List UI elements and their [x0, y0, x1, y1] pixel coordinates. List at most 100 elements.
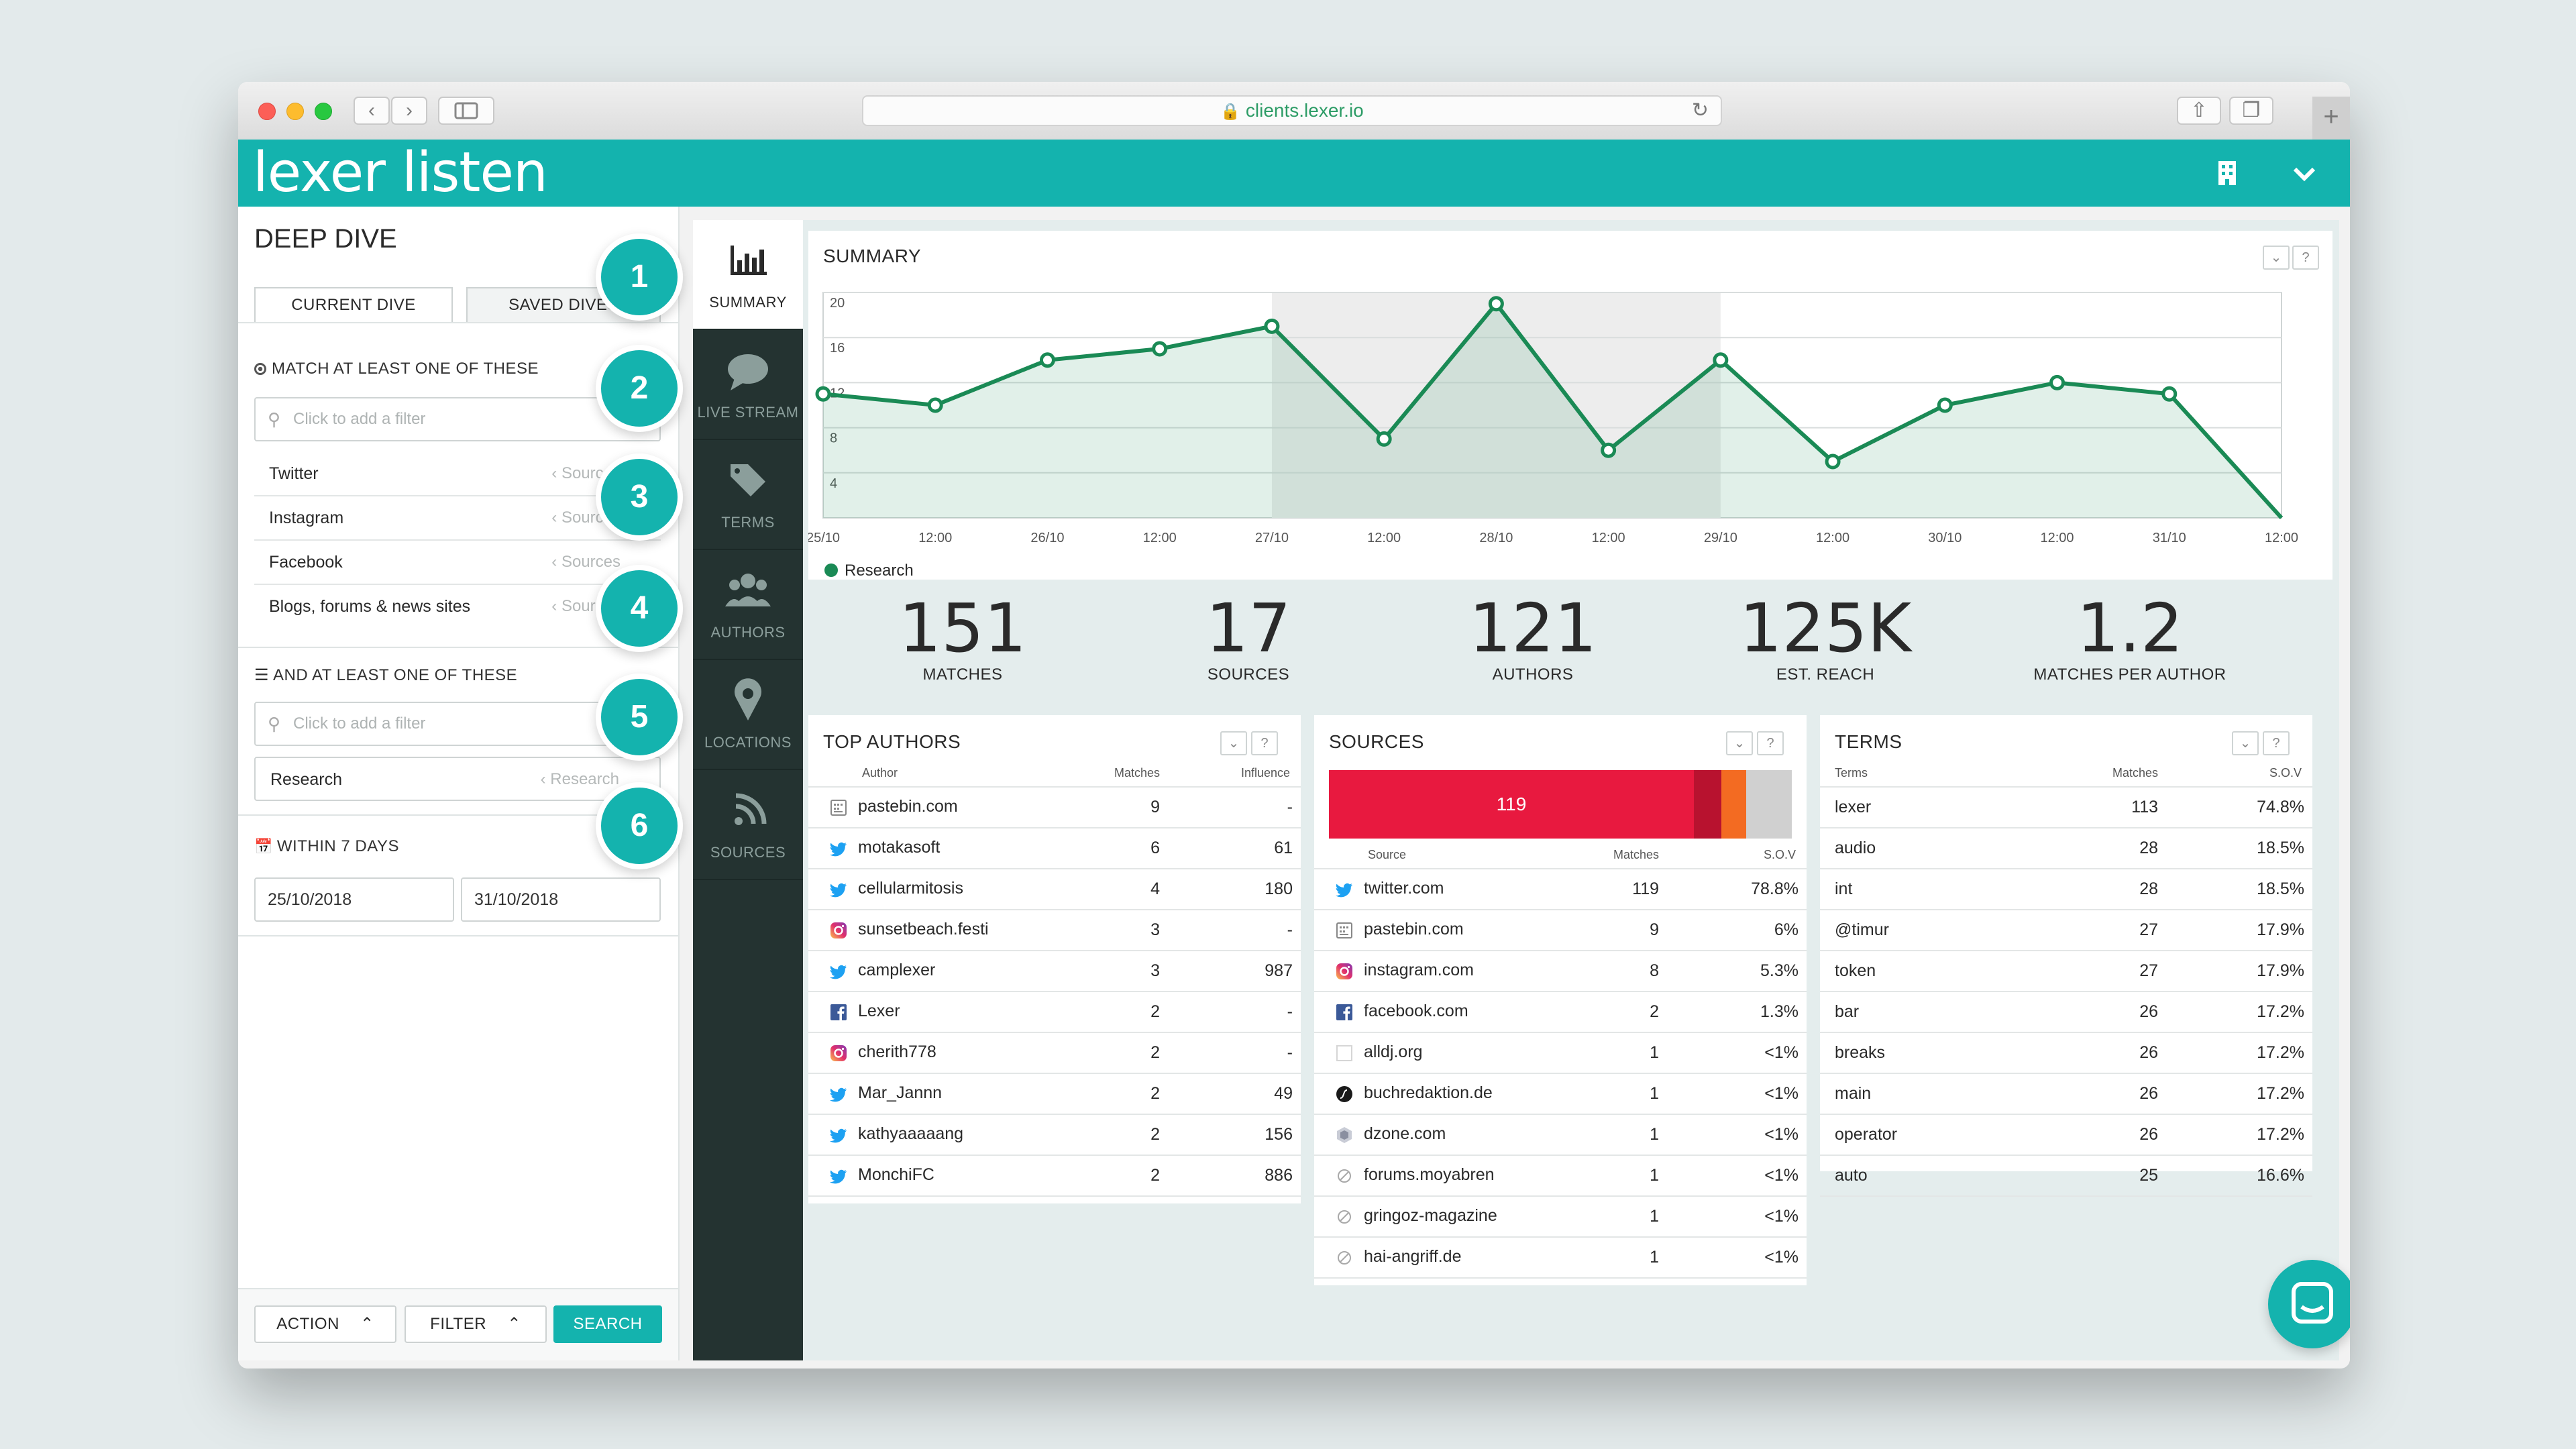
- stat-label: AUTHORS: [1492, 665, 1574, 684]
- table-row[interactable]: Lexer 2 -: [808, 991, 1301, 1033]
- help-button[interactable]: ?: [1757, 731, 1784, 755]
- data-point[interactable]: [1825, 453, 1841, 470]
- table-row[interactable]: kathyaaaaang 2 156: [808, 1114, 1301, 1156]
- data-point[interactable]: [1152, 341, 1168, 357]
- table-row[interactable]: alldj.org 1 <1%: [1314, 1032, 1807, 1074]
- date-to-input[interactable]: 31/10/2018: [461, 877, 661, 922]
- table-row[interactable]: cherith778 2 -: [808, 1032, 1301, 1074]
- table-row[interactable]: audio 28 18.5%: [1820, 828, 2312, 869]
- dzone-icon: [1334, 1125, 1354, 1145]
- table-row[interactable]: hai-angriff.de 1 <1%: [1314, 1237, 1807, 1279]
- data-point[interactable]: [1601, 442, 1617, 458]
- table-row[interactable]: main 26 17.2%: [1820, 1073, 2312, 1115]
- table-row[interactable]: auto 25 16.6%: [1820, 1155, 2312, 1197]
- list-icon: ☰: [254, 666, 270, 684]
- sov-cell: 16.6%: [2158, 1155, 2304, 1197]
- matches-cell: 28: [2104, 869, 2158, 910]
- collapse-button[interactable]: ⌄: [2232, 731, 2259, 755]
- nav-live-stream[interactable]: LIVE STREAM: [693, 330, 803, 440]
- help-button[interactable]: ?: [2292, 246, 2319, 270]
- new-tab-button[interactable]: +: [2312, 97, 2350, 140]
- data-point[interactable]: [1937, 397, 1953, 413]
- collapse-button[interactable]: ⌄: [2263, 246, 2290, 270]
- filter-row-blogs[interactable]: Blogs, forums & news sites ‹ Sources: [254, 585, 661, 629]
- table-row[interactable]: MonchiFC 2 886: [808, 1155, 1301, 1197]
- influence-cell-text: -: [1287, 798, 1293, 816]
- data-point[interactable]: [2161, 386, 2178, 402]
- nav-authors[interactable]: AUTHORS: [693, 550, 803, 660]
- influence-cell-text: 156: [1265, 1125, 1293, 1144]
- data-point[interactable]: [927, 397, 943, 413]
- nav-terms[interactable]: TERMS: [693, 440, 803, 550]
- collapse-button[interactable]: ⌄: [1220, 731, 1247, 755]
- table-row[interactable]: int 28 18.5%: [1820, 869, 2312, 910]
- sov-bar-segment[interactable]: [1721, 770, 1746, 839]
- data-point[interactable]: [1264, 318, 1280, 334]
- search-button[interactable]: SEARCH: [553, 1305, 662, 1343]
- maximize-window-button[interactable]: [315, 103, 332, 120]
- table-row[interactable]: motakasoft 6 61: [808, 828, 1301, 869]
- table-row[interactable]: lexer 113 74.8%: [1820, 788, 2312, 828]
- collapse-button[interactable]: ⌄: [1726, 731, 1753, 755]
- table-row[interactable]: buchredaktion.de 1 <1%: [1314, 1073, 1807, 1115]
- filter-row-facebook[interactable]: Facebook ‹ Sources: [254, 541, 661, 585]
- table-row[interactable]: forums.moyabren 1 <1%: [1314, 1155, 1807, 1197]
- nav-sources[interactable]: SOURCES: [693, 770, 803, 880]
- table-row[interactable]: operator 26 17.2%: [1820, 1114, 2312, 1156]
- data-point[interactable]: [1039, 352, 1055, 368]
- share-icon[interactable]: ⇧: [2177, 97, 2221, 125]
- matches-cell-text: 1: [1650, 1084, 1659, 1103]
- sov-bar-segment[interactable]: 119: [1329, 770, 1694, 839]
- chat-launcher-button[interactable]: [2268, 1260, 2350, 1348]
- reload-icon[interactable]: ↻: [1691, 99, 1709, 121]
- nav-summary[interactable]: SUMMARY: [693, 220, 803, 330]
- app-logo[interactable]: lexer listen: [253, 141, 548, 205]
- data-point[interactable]: [1713, 352, 1729, 368]
- address-bar[interactable]: 🔒 clients.lexer.io ↻: [862, 95, 1722, 126]
- nav-locations[interactable]: LOCATIONS: [693, 660, 803, 770]
- and-filter-input[interactable]: ⚲ Click to add a filter: [254, 702, 661, 746]
- tab-current-dive[interactable]: CURRENT DIVE: [254, 287, 453, 323]
- table-row[interactable]: breaks 26 17.2%: [1820, 1032, 2312, 1074]
- sov-bar-segment[interactable]: [1694, 770, 1721, 839]
- date-from-input[interactable]: 25/10/2018: [254, 877, 454, 922]
- table-row[interactable]: facebook.com 2 1.3%: [1314, 991, 1807, 1033]
- filter-row-research[interactable]: Research ‹ Research: [254, 757, 661, 801]
- filter-tag: Sources: [561, 553, 621, 571]
- table-row[interactable]: twitter.com 119 78.8%: [1314, 869, 1807, 910]
- data-point[interactable]: [815, 386, 831, 402]
- data-point[interactable]: [1488, 296, 1504, 312]
- cell-pad: [1293, 1073, 1301, 1115]
- table-row[interactable]: instagram.com 8 5.3%: [1314, 951, 1807, 992]
- chevron-down-icon[interactable]: [2291, 164, 2318, 184]
- sidebar-toggle-icon[interactable]: [438, 97, 494, 125]
- table-row[interactable]: dzone.com 1 <1%: [1314, 1114, 1807, 1156]
- table-row[interactable]: cellularmitosis 4 180: [808, 869, 1301, 910]
- sov-bar-segment[interactable]: [1746, 770, 1792, 839]
- back-icon[interactable]: ‹: [354, 97, 390, 125]
- cell-pad: [1820, 788, 1835, 828]
- filter-button[interactable]: FILTER ⌃: [405, 1305, 547, 1343]
- table-row[interactable]: sunsetbeach.festi 3 -: [808, 910, 1301, 951]
- table-row[interactable]: @timur 27 17.9%: [1820, 910, 2312, 951]
- table-row[interactable]: token 27 17.9%: [1820, 951, 2312, 992]
- help-button[interactable]: ?: [2263, 731, 2290, 755]
- table-row[interactable]: pastebin.com 9 6%: [1314, 910, 1807, 951]
- tabs-icon[interactable]: ❐: [2229, 97, 2273, 125]
- minimize-window-button[interactable]: [286, 103, 304, 120]
- action-button[interactable]: ACTION ⌃: [254, 1305, 396, 1343]
- table-row[interactable]: bar 26 17.2%: [1820, 991, 2312, 1033]
- nav-label: TERMS: [721, 514, 775, 531]
- match-filter-input[interactable]: ⚲ Click to add a filter: [254, 397, 661, 441]
- close-window-button[interactable]: [258, 103, 276, 120]
- table-row[interactable]: camplexer 3 987: [808, 951, 1301, 992]
- help-button[interactable]: ?: [1251, 731, 1278, 755]
- table-row[interactable]: gringoz-magazine 1 <1%: [1314, 1196, 1807, 1238]
- building-icon[interactable]: [2217, 160, 2237, 186]
- data-point[interactable]: [2049, 374, 2065, 390]
- data-point[interactable]: [1376, 431, 1392, 447]
- table-row[interactable]: Mar_Jannn 2 49: [808, 1073, 1301, 1115]
- cell-pad: [1799, 991, 1807, 1033]
- forward-icon[interactable]: ›: [391, 97, 427, 125]
- table-row[interactable]: pastebin.com 9 -: [808, 788, 1301, 828]
